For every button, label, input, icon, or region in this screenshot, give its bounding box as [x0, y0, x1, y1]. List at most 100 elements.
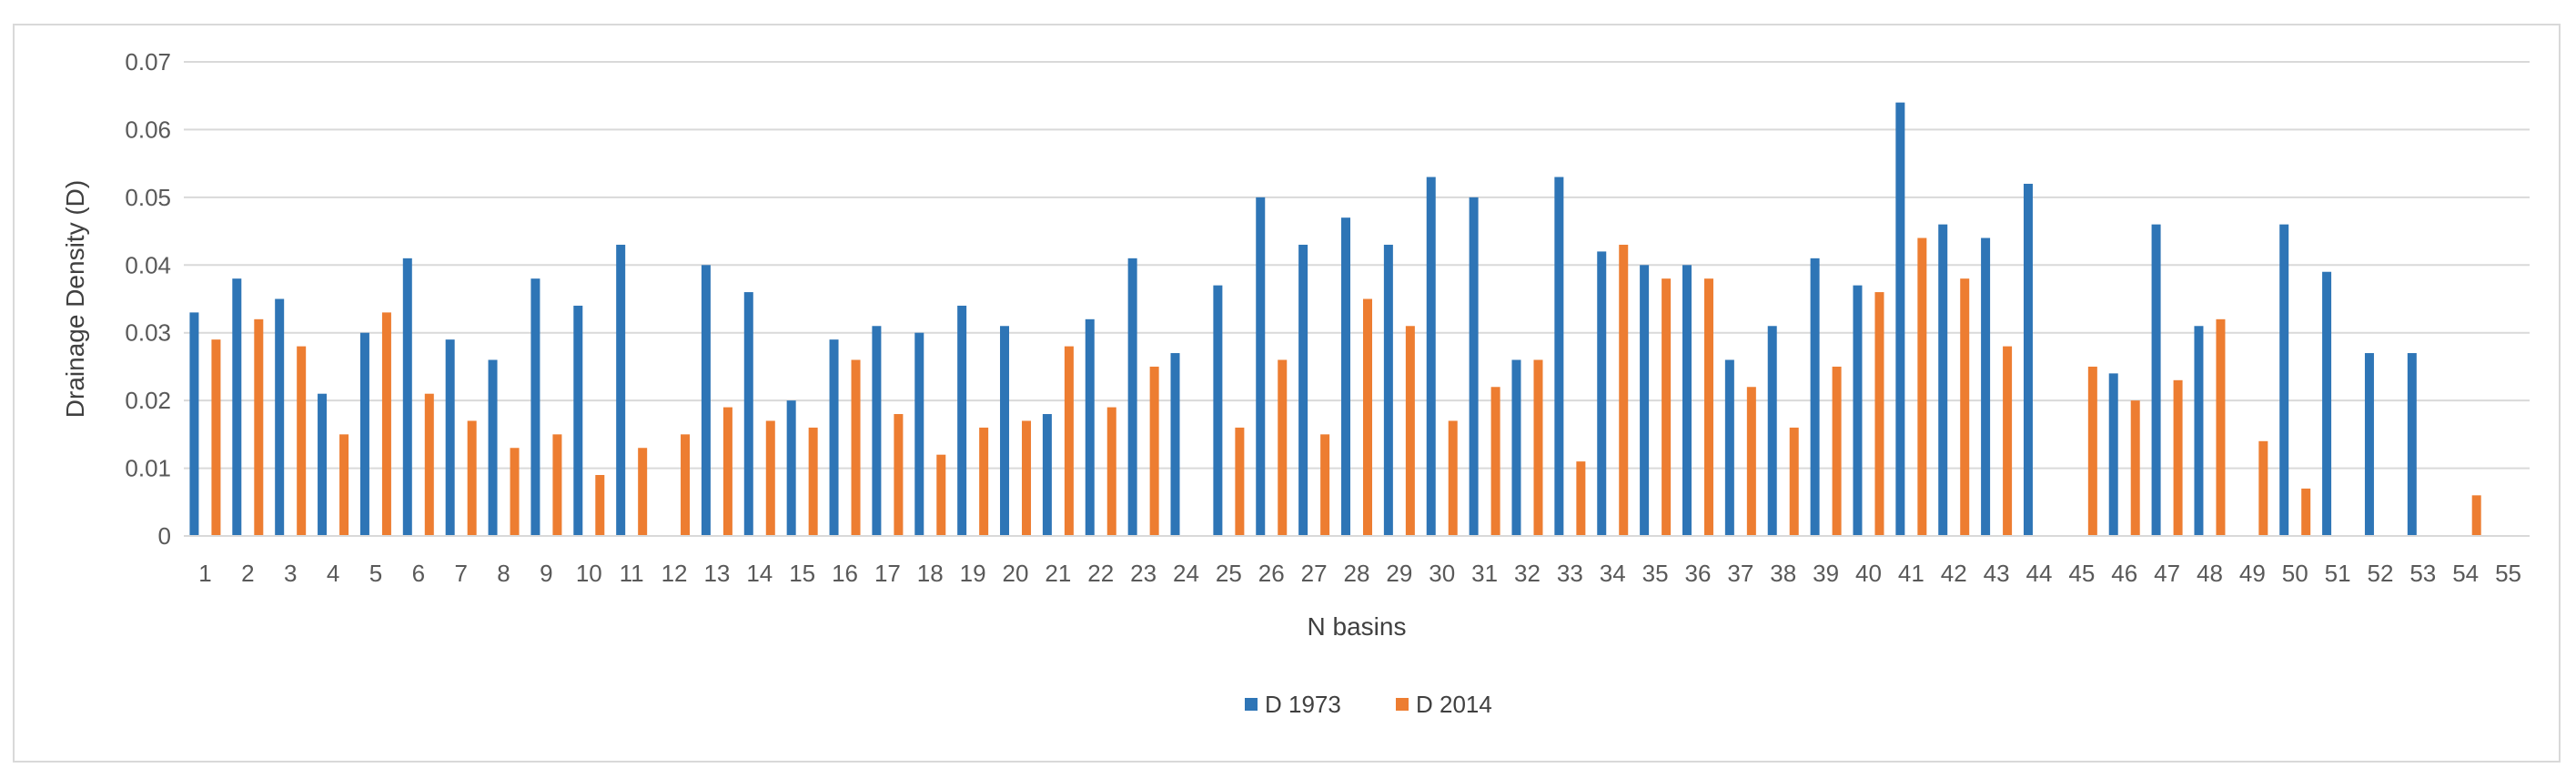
bar-d-1973-basin-33: [1554, 177, 1564, 536]
y-tick-label: 0.04: [125, 251, 171, 278]
bar-d-1973-basin-8: [488, 359, 498, 536]
bar-d-1973-basin-15: [786, 400, 796, 536]
x-tick-label: 25: [1216, 560, 1242, 587]
bar-d-2014-basin-39: [1832, 366, 1842, 536]
bar-d-1973-basin-13: [701, 265, 711, 536]
bar-d-2014-basin-46: [2130, 400, 2140, 536]
bar-d-1973-basin-29: [1383, 244, 1393, 536]
bar-d-2014-basin-31: [1490, 387, 1500, 536]
bar-d-1973-basin-53: [2407, 353, 2417, 536]
x-tick-label: 17: [874, 560, 901, 587]
bar-d-2014-basin-42: [1960, 278, 1970, 536]
x-tick-label: 28: [1344, 560, 1370, 587]
x-tick-label: 22: [1087, 560, 1114, 587]
x-tick-label: 2: [241, 560, 254, 587]
bar-d-1973-basin-25: [1213, 285, 1223, 536]
bar-d-1973-basin-44: [2023, 183, 2033, 536]
bar-d-2014-basin-34: [1619, 244, 1629, 536]
bar-d-1973-basin-17: [872, 326, 882, 536]
x-tick-label: 4: [327, 560, 339, 587]
bar-d-1973-basin-28: [1341, 217, 1350, 536]
x-tick-label: 48: [2197, 560, 2223, 587]
bar-d-1973-basin-22: [1085, 318, 1095, 536]
bar-d-1973-basin-10: [573, 305, 583, 536]
x-tick-label: 21: [1045, 560, 1071, 587]
x-tick-label: 44: [2026, 560, 2053, 587]
x-tick-label: 33: [1557, 560, 1583, 587]
bar-d-1973-basin-43: [1981, 237, 1991, 536]
bar-d-1973-basin-40: [1853, 285, 1863, 536]
y-tick-label: 0.01: [125, 455, 171, 482]
bar-d-2014-basin-1: [211, 339, 221, 536]
bar-d-2014-basin-6: [424, 393, 434, 536]
bar-d-1973-basin-48: [2194, 326, 2204, 536]
bar-d-2014-basin-26: [1278, 359, 1288, 536]
bar-d-2014-basin-20: [1022, 420, 1032, 536]
bar-d-1973-basin-1: [189, 312, 199, 536]
bar-d-1973-basin-42: [1938, 224, 1948, 536]
bar-d-2014-basin-29: [1405, 326, 1415, 536]
bar-d-2014-basin-10: [595, 475, 605, 536]
bar-d-1973-basin-46: [2108, 373, 2118, 536]
x-tick-label: 36: [1685, 560, 1712, 587]
x-tick-label: 41: [1898, 560, 1924, 587]
x-tick-label: 32: [1514, 560, 1541, 587]
x-tick-label: 43: [1984, 560, 2010, 587]
bar-d-2014-basin-37: [1746, 387, 1756, 536]
x-tick-label: 45: [2068, 560, 2095, 587]
bar-d-1973-basin-3: [275, 298, 285, 536]
bar-d-1973-basin-35: [1640, 265, 1650, 536]
bar-d-1973-basin-34: [1597, 251, 1607, 536]
bar-d-2014-basin-54: [2471, 495, 2481, 536]
bar-d-1973-basin-21: [1042, 414, 1052, 536]
bar-d-2014-basin-47: [2173, 379, 2183, 536]
bar-d-1973-basin-24: [1170, 353, 1180, 536]
bars: [189, 102, 2481, 537]
bar-d-1973-basin-16: [829, 339, 839, 536]
x-tick-label: 46: [2111, 560, 2137, 587]
x-tick-label: 51: [2325, 560, 2351, 587]
legend-label-d-2014: D 2014: [1416, 691, 1492, 718]
x-tick-label: 27: [1301, 560, 1328, 587]
bar-d-2014-basin-32: [1533, 359, 1543, 536]
x-tick-label: 5: [369, 560, 382, 587]
x-tick-label: 20: [1003, 560, 1029, 587]
bar-d-2014-basin-9: [552, 434, 562, 536]
bar-d-1973-basin-32: [1511, 359, 1521, 536]
bar-d-2014-basin-30: [1448, 420, 1458, 536]
bar-d-2014-basin-3: [297, 346, 307, 536]
bar-d-2014-basin-43: [2003, 346, 2013, 536]
x-tick-label: 29: [1386, 560, 1412, 587]
bar-d-2014-basin-17: [894, 414, 904, 536]
x-tick-label: 47: [2154, 560, 2180, 587]
bar-d-2014-basin-15: [808, 427, 818, 536]
bar-d-2014-basin-45: [2087, 366, 2097, 536]
bar-d-2014-basin-16: [851, 359, 861, 536]
y-tick-label: 0.07: [125, 48, 171, 76]
bar-d-1973-basin-36: [1682, 265, 1692, 536]
bar-d-2014-basin-40: [1874, 292, 1884, 536]
x-tick-label: 10: [576, 560, 602, 587]
x-tick-label: 49: [2239, 560, 2266, 587]
bar-d-1973-basin-52: [2364, 353, 2374, 536]
x-tick-label: 13: [703, 560, 730, 587]
bar-d-2014-basin-5: [381, 312, 391, 536]
bar-d-1973-basin-4: [318, 393, 328, 536]
x-tick-label: 11: [620, 560, 644, 587]
bar-d-2014-basin-4: [339, 434, 349, 536]
x-tick-label: 9: [540, 560, 552, 587]
bar-d-2014-basin-50: [2301, 488, 2311, 536]
legend-swatch-d-2014: [1396, 698, 1409, 711]
bar-d-1973-basin-47: [2151, 224, 2161, 536]
x-tick-label: 18: [917, 560, 944, 587]
bar-d-1973-basin-9: [530, 278, 540, 536]
bar-d-1973-basin-27: [1298, 244, 1308, 536]
legend-label-d-1973: D 1973: [1265, 691, 1341, 718]
bar-d-2014-basin-48: [2216, 318, 2226, 536]
bar-d-2014-basin-7: [467, 420, 477, 536]
bar-d-1973-basin-37: [1724, 359, 1734, 536]
y-axis-title: Drainage Density (D): [61, 180, 89, 418]
x-tick-label: 1: [198, 560, 211, 587]
